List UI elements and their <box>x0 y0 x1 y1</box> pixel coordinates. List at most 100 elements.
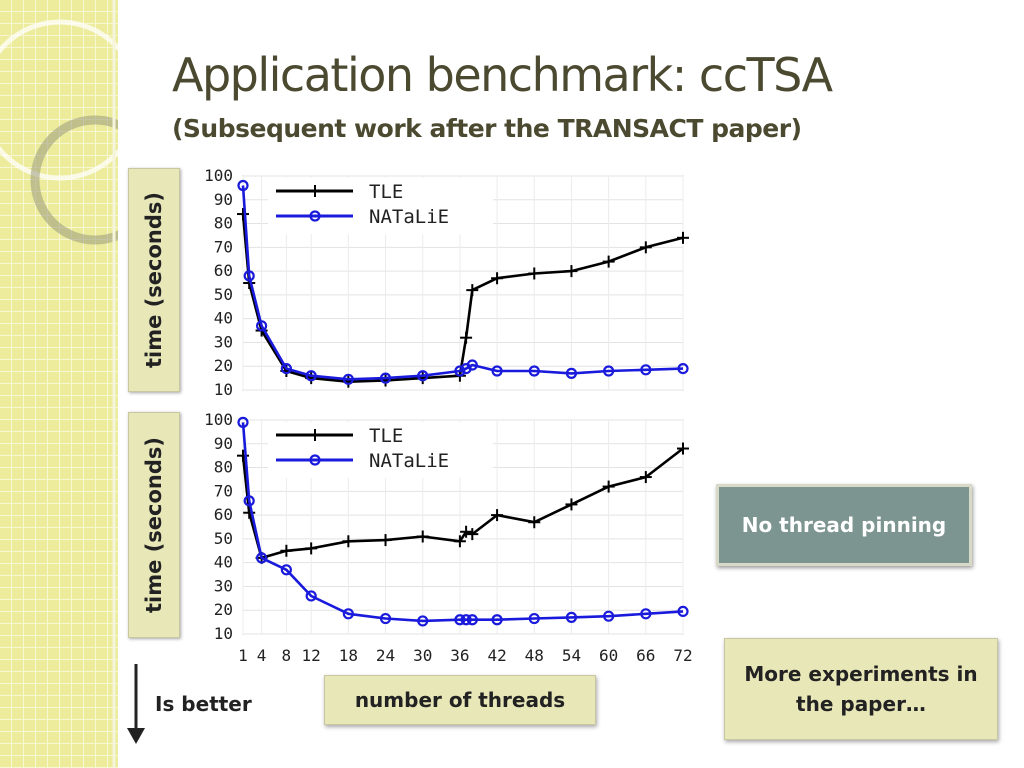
y-tick-label: 60 <box>214 505 233 524</box>
x-tick-label: 60 <box>599 646 618 665</box>
data-point-tle <box>342 535 355 548</box>
y-tick-label: 40 <box>214 309 233 328</box>
y-tick-label: 20 <box>214 600 233 619</box>
data-point-tle <box>528 516 541 529</box>
data-point-tle <box>528 267 541 280</box>
data-point-natalie <box>677 605 689 618</box>
x-tick-label: 18 <box>339 646 358 665</box>
data-point-natalie <box>255 320 268 332</box>
data-point-tle <box>460 331 473 344</box>
x-tick-label: 24 <box>376 646 395 665</box>
x-axis-label: number of threads <box>324 675 596 725</box>
data-point-tle <box>237 449 249 462</box>
y-tick-label: 50 <box>214 529 233 548</box>
data-point-tle <box>237 208 249 221</box>
data-point-natalie <box>243 270 255 282</box>
legend-label: TLE <box>369 181 403 203</box>
data-point-natalie <box>243 495 255 507</box>
y-tick-label: 100 <box>204 410 233 429</box>
data-point-natalie <box>640 364 652 376</box>
data-point-natalie <box>454 365 466 377</box>
data-point-natalie <box>342 608 354 620</box>
y-axis-label-box-top: time (seconds) <box>128 168 180 392</box>
x-tick-label: 4 <box>257 646 267 665</box>
data-point-tle <box>491 272 504 285</box>
y-tick-label: 90 <box>214 434 233 453</box>
data-point-tle <box>379 534 392 547</box>
is-better-label: Is better <box>155 692 252 716</box>
data-point-tle <box>243 506 256 519</box>
legend-marker <box>309 210 321 222</box>
y-tick-label: 30 <box>214 332 233 351</box>
y-tick-label: 80 <box>214 458 233 477</box>
data-point-natalie <box>466 614 478 626</box>
data-point-natalie <box>305 590 317 602</box>
y-tick-label: 60 <box>214 261 233 280</box>
legend-label: TLE <box>369 425 403 447</box>
data-point-tle <box>460 525 473 538</box>
data-point-tle <box>453 535 466 548</box>
legend-box <box>268 178 493 234</box>
x-tick-label: 12 <box>302 646 321 665</box>
y-tick-label: 10 <box>214 380 233 399</box>
y-tick-label: 70 <box>214 237 233 256</box>
data-point-natalie <box>305 370 317 382</box>
decorative-ring <box>0 19 118 181</box>
decorative-ring <box>30 115 118 245</box>
legend-marker <box>309 454 321 466</box>
y-tick-label: 90 <box>214 190 233 209</box>
data-point-tle <box>639 471 652 484</box>
y-axis-label-box-bottom: time (seconds) <box>128 412 180 638</box>
data-point-natalie <box>454 614 466 626</box>
data-point-tle <box>602 255 615 268</box>
more-experiments-callout: More experiments in the paper… <box>724 638 998 740</box>
data-point-natalie <box>603 610 615 622</box>
data-point-tle <box>677 231 689 244</box>
decorative-grid-band <box>0 0 118 768</box>
data-point-natalie <box>417 615 429 627</box>
data-point-natalie <box>342 373 354 385</box>
data-point-natalie <box>677 363 689 375</box>
data-point-tle <box>565 265 578 278</box>
legend-label: NATaLiE <box>369 206 449 228</box>
x-tick-label: 48 <box>525 646 544 665</box>
data-point-tle <box>466 528 479 541</box>
x-tick-label: 8 <box>282 646 292 665</box>
data-point-natalie <box>255 552 268 564</box>
data-point-natalie <box>603 365 615 377</box>
y-tick-label: 10 <box>214 624 233 643</box>
x-tick-label: 36 <box>450 646 469 665</box>
data-point-tle <box>416 530 429 543</box>
series-line-natalie <box>241 422 684 623</box>
data-point-natalie <box>280 363 292 375</box>
data-point-natalie <box>417 370 429 382</box>
down-arrow-icon <box>127 664 145 744</box>
x-tick-label: 66 <box>636 646 655 665</box>
data-point-natalie <box>565 611 578 623</box>
series-line-natalie <box>241 185 684 381</box>
legend-box <box>268 422 493 478</box>
x-tick-label: 1 <box>238 646 248 665</box>
y-tick-label: 30 <box>214 576 233 595</box>
no-thread-pinning-callout: No thread pinning <box>716 484 972 566</box>
y-tick-label: 80 <box>214 214 233 233</box>
data-point-natalie <box>528 365 540 377</box>
data-point-natalie <box>460 614 472 626</box>
y-tick-label: 40 <box>214 553 233 572</box>
data-point-tle <box>466 284 479 297</box>
slide-subtitle: (Subsequent work after the TRANSACT pape… <box>172 114 802 143</box>
chart-top: 10 20 30 40 50 60 70 80 90 100 TLE NATaLiE <box>204 166 689 399</box>
x-tick-label: 30 <box>413 646 432 665</box>
slide-title: Application benchmark: ccTSA <box>172 48 833 102</box>
y-axis-label: time (seconds) <box>142 192 166 368</box>
data-point-tle <box>677 442 689 455</box>
data-point-natalie <box>491 365 503 377</box>
data-point-natalie <box>379 612 392 625</box>
data-point-natalie <box>491 614 503 626</box>
data-point-natalie <box>640 608 652 620</box>
data-point-tle <box>639 241 652 254</box>
data-point-natalie <box>280 564 292 576</box>
y-tick-label: 70 <box>214 481 233 500</box>
data-point-tle <box>305 542 318 555</box>
